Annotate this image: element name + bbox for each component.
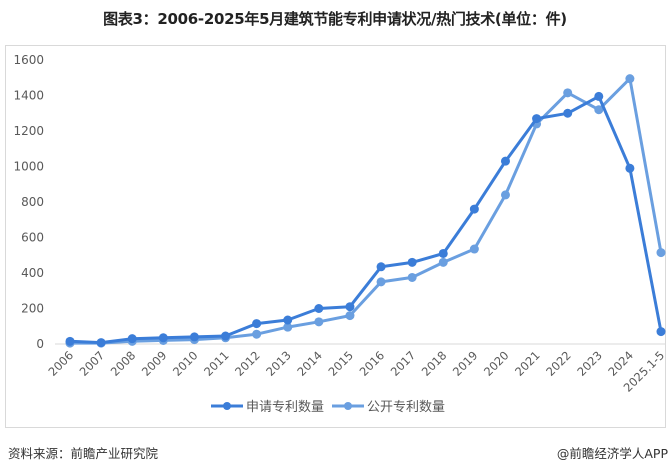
data-point-marker bbox=[158, 333, 168, 343]
y-tick-label: 200 bbox=[21, 302, 44, 316]
series-line bbox=[69, 94, 663, 345]
chart-title: 图表3：2006-2025年5月建筑节能专利申请状况/热门技术(单位：件) bbox=[103, 10, 567, 28]
x-tick-label: 2013 bbox=[263, 348, 294, 379]
x-tick-label: 2014 bbox=[294, 348, 325, 379]
x-tick-label: 2022 bbox=[543, 348, 574, 379]
y-tick-label: 600 bbox=[21, 231, 44, 245]
y-tick-label: 1600 bbox=[13, 53, 44, 67]
x-tick-label: 2012 bbox=[232, 348, 263, 379]
x-tick-label: 2008 bbox=[108, 348, 139, 379]
data-point-marker bbox=[594, 91, 604, 101]
data-point-marker bbox=[221, 331, 231, 341]
x-tick-label: 2016 bbox=[357, 348, 388, 379]
data-point-marker bbox=[345, 302, 355, 312]
legend-label: 申请专利数量 bbox=[246, 400, 324, 415]
data-point-marker bbox=[376, 277, 386, 287]
series-line bbox=[70, 77, 663, 345]
data-point-marker bbox=[283, 322, 293, 332]
data-point-marker bbox=[532, 114, 542, 124]
y-tick-label: 1000 bbox=[13, 160, 44, 174]
legend-marker-icon bbox=[223, 402, 231, 410]
data-point-marker bbox=[469, 244, 479, 254]
legend-marker-icon bbox=[344, 402, 352, 410]
data-point-marker bbox=[500, 156, 510, 166]
data-point-marker bbox=[500, 190, 510, 200]
data-point-marker bbox=[345, 311, 355, 321]
data-point-marker bbox=[314, 317, 324, 327]
data-point-marker bbox=[625, 74, 635, 84]
data-point-marker bbox=[376, 262, 386, 272]
source-note: 资料来源：前瞻产业研究院 bbox=[8, 446, 159, 461]
data-point-marker bbox=[563, 88, 573, 98]
legend-label: 公开专利数量 bbox=[367, 400, 445, 415]
data-point-marker bbox=[656, 327, 666, 337]
data-point-marker bbox=[283, 315, 293, 325]
data-point-marker bbox=[252, 329, 262, 339]
x-tick-label: 2021 bbox=[512, 348, 543, 379]
x-tick-label: 2009 bbox=[139, 348, 170, 379]
data-point-marker bbox=[438, 248, 448, 258]
data-point-marker bbox=[625, 163, 635, 173]
data-point-marker bbox=[127, 334, 137, 344]
data-point-marker bbox=[407, 257, 417, 267]
x-tick-label: 2019 bbox=[450, 348, 481, 379]
y-tick-label: 400 bbox=[21, 266, 44, 280]
data-point-marker bbox=[594, 105, 604, 115]
x-tick-label: 2020 bbox=[481, 348, 512, 379]
data-point-marker bbox=[563, 108, 573, 118]
x-tick-label: 2023 bbox=[574, 348, 605, 379]
data-point-marker bbox=[407, 272, 417, 282]
x-tick-label: 2011 bbox=[201, 348, 232, 379]
x-tick-label: 2018 bbox=[419, 348, 450, 379]
y-tick-label: 800 bbox=[21, 195, 44, 209]
data-point-marker bbox=[314, 304, 324, 313]
credit-note: @前瞻经济学人APP bbox=[556, 446, 668, 461]
data-point-marker bbox=[96, 338, 106, 348]
x-tick-label: 2007 bbox=[77, 348, 108, 379]
y-tick-label: 1200 bbox=[13, 124, 44, 138]
data-point-marker bbox=[252, 319, 262, 329]
x-tick-label: 2006 bbox=[46, 348, 77, 379]
data-point-marker bbox=[656, 248, 666, 258]
y-tick-label: 0 bbox=[36, 337, 44, 351]
data-point-marker bbox=[189, 332, 199, 342]
data-point-marker bbox=[65, 336, 75, 346]
data-point-marker bbox=[438, 257, 448, 267]
x-tick-label: 2010 bbox=[170, 348, 201, 379]
x-tick-label: 2015 bbox=[325, 348, 356, 379]
y-tick-label: 1400 bbox=[13, 89, 44, 103]
x-tick-label: 2017 bbox=[388, 348, 419, 379]
data-point-marker bbox=[469, 204, 479, 214]
chart-frame bbox=[5, 45, 666, 428]
